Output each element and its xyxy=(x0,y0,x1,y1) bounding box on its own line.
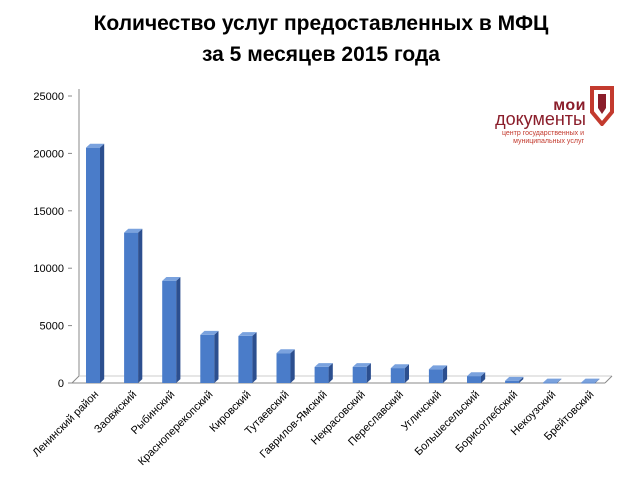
logo-mark-icon xyxy=(590,86,614,126)
bar-side xyxy=(138,228,143,383)
bar xyxy=(200,330,219,383)
bar-top xyxy=(276,349,295,354)
bar-side xyxy=(366,363,371,383)
chart-title: Количество услуг предоставленных в МФЦ з… xyxy=(0,8,642,70)
bar-front xyxy=(200,334,215,383)
bar-top xyxy=(467,372,486,377)
floor-side-line xyxy=(71,375,80,384)
bar-front xyxy=(124,232,139,383)
bar-front xyxy=(352,366,367,383)
bar-side xyxy=(328,363,333,383)
bar-side xyxy=(100,143,105,383)
bar-front xyxy=(314,366,329,383)
bar-side xyxy=(519,376,524,383)
floor-right-line xyxy=(604,375,613,384)
bar-top xyxy=(200,330,219,335)
bar-side xyxy=(176,276,181,383)
bar-top xyxy=(314,363,333,367)
bar xyxy=(276,349,295,383)
bar-side xyxy=(214,330,219,383)
bar-side xyxy=(404,364,409,383)
y-tick-label: 15000 xyxy=(33,206,64,218)
bar-top xyxy=(543,378,562,383)
logo-line-2: документы xyxy=(495,109,586,129)
bar xyxy=(390,364,409,383)
bar-side xyxy=(290,349,295,383)
bar xyxy=(428,365,448,383)
logo-subtitle: центр государственных и муниципальных ус… xyxy=(501,130,584,145)
bar-front xyxy=(390,368,405,383)
bar-front xyxy=(276,353,291,383)
bar-top xyxy=(352,363,371,367)
bar xyxy=(314,363,333,383)
bar-top xyxy=(581,378,600,383)
x-tick-label: Большесельский xyxy=(413,389,482,458)
chart-axes xyxy=(71,89,613,384)
bar xyxy=(352,363,371,383)
bar xyxy=(543,378,562,384)
bar xyxy=(238,332,257,383)
bar-front xyxy=(162,280,177,383)
bar xyxy=(124,228,143,383)
y-tick-label: 5000 xyxy=(40,321,64,333)
bar-side xyxy=(481,372,486,383)
y-axis-ticks: 0 5000 10000 15000 20000 25000 xyxy=(33,91,72,390)
x-tick-label: Красноперекопский xyxy=(136,389,215,468)
bar xyxy=(581,378,600,384)
bar xyxy=(86,143,105,383)
y-tick-label: 10000 xyxy=(33,263,64,275)
bar-front xyxy=(581,382,596,384)
bar-side xyxy=(595,378,600,383)
bar-top xyxy=(428,365,448,370)
bar-front xyxy=(467,376,481,383)
bar-top xyxy=(390,364,409,369)
title-line-2: за 5 месяцев 2015 года xyxy=(202,43,440,66)
bars-group xyxy=(86,143,600,384)
bar-top xyxy=(124,228,143,233)
bar-side xyxy=(442,365,448,383)
y-tick-label: 25000 xyxy=(33,91,64,103)
y-tick-label: 0 xyxy=(58,378,64,390)
bar-top xyxy=(162,276,181,281)
bar-front xyxy=(86,147,100,383)
moi-dokumenty-logo: мои документы центр государственных и му… xyxy=(468,86,618,156)
x-tick-label: Гаврилов-Ямский xyxy=(258,389,330,461)
logo-line-1: мои xyxy=(553,97,586,114)
bar-front xyxy=(238,335,253,383)
bar xyxy=(162,276,181,383)
x-tick-label: Ленинский район xyxy=(30,389,101,460)
bar-top xyxy=(238,332,257,336)
title-line-1: Количество услуг предоставленных в МФЦ xyxy=(93,12,549,35)
x-axis-labels: Ленинский районЗаовжскийРыбинскийКрасноп… xyxy=(30,389,596,468)
bar-side xyxy=(252,332,257,383)
bar-front xyxy=(505,380,520,383)
bar-top xyxy=(86,143,105,148)
bar-front xyxy=(428,369,443,383)
y-tick-label: 20000 xyxy=(33,148,64,160)
bar-side xyxy=(557,378,562,383)
bar-front xyxy=(543,382,558,384)
bar-top xyxy=(505,376,524,381)
bar xyxy=(505,376,524,383)
bar xyxy=(467,372,486,383)
